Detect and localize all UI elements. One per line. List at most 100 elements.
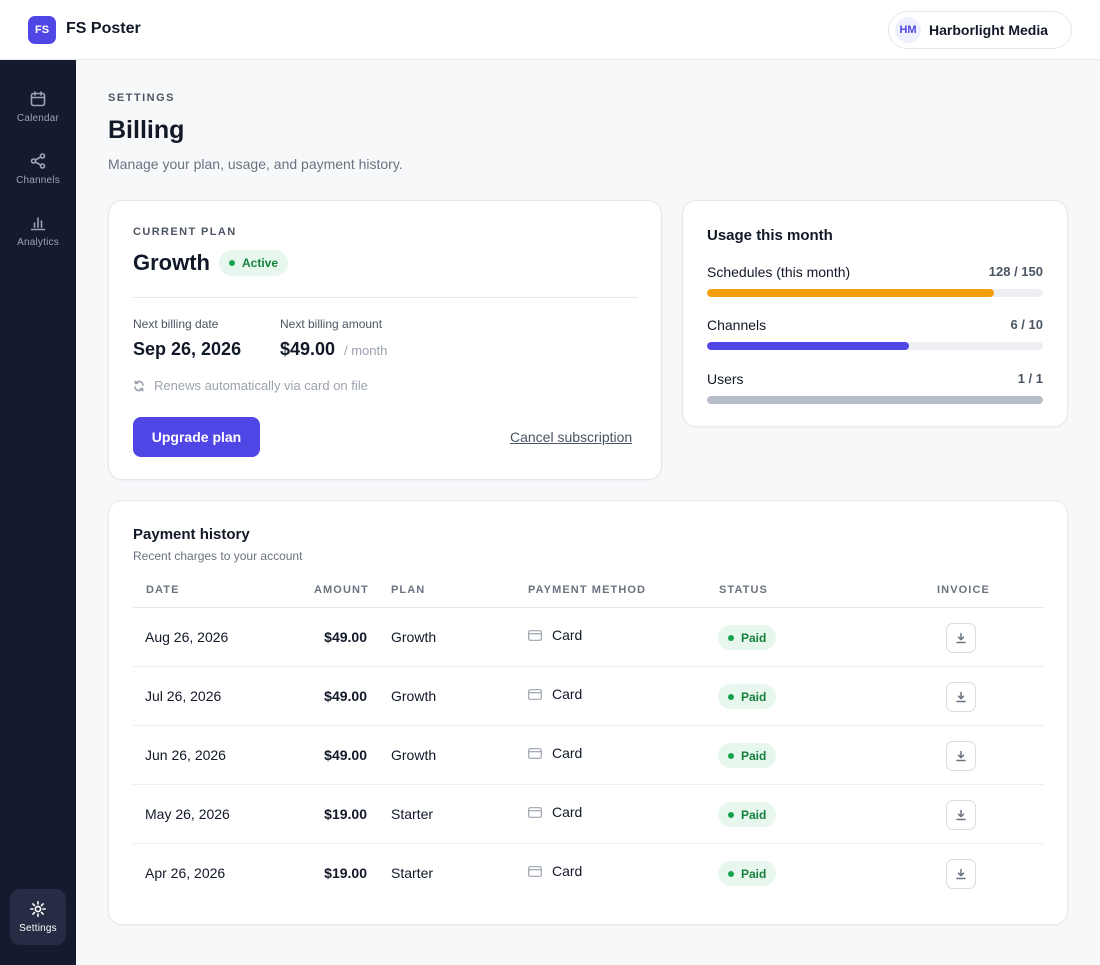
gear-icon (29, 900, 47, 918)
table-row: Apr 26, 2026 $19.00 Starter Card Paid (133, 844, 1044, 903)
usage-value: 1 / 1 (1017, 371, 1043, 386)
column-header-invoice: INVOICE (937, 584, 990, 596)
status-dot-icon (728, 634, 734, 641)
usage-label: Users (707, 371, 744, 387)
row-amount: $19.00 (324, 806, 367, 822)
sidebar: Calendar Channels Analytics (0, 60, 76, 965)
row-plan: Starter (391, 865, 434, 881)
sidebar-item-calendar[interactable]: Calendar (10, 79, 66, 135)
column-header-payment-method[interactable]: PAYMENT METHOD (528, 584, 647, 596)
usage-bar-fill (707, 289, 994, 297)
row-amount: $49.00 (324, 688, 367, 704)
status-badge-label: Paid (741, 689, 767, 704)
status-badge-label: Paid (741, 807, 767, 822)
page-title: Billing (108, 116, 185, 144)
usage-value: 128 / 150 (988, 264, 1043, 279)
download-icon (956, 750, 966, 762)
status-dot-icon (728, 811, 734, 818)
sidebar-item-analytics[interactable]: Analytics (10, 203, 66, 259)
row-amount: $19.00 (324, 865, 367, 881)
billing-period: / month (344, 343, 388, 358)
usage-bar-track (707, 396, 1043, 404)
download-icon (956, 868, 966, 880)
row-date: Aug 26, 2026 (145, 629, 229, 645)
row-method-label: Card (552, 804, 583, 820)
status-badge: Active (219, 250, 289, 276)
column-header-amount[interactable]: AMOUNT (314, 584, 369, 596)
row-date: Apr 26, 2026 (145, 865, 226, 881)
table-row: Aug 26, 2026 $49.00 Growth Card Paid (133, 608, 1044, 667)
app-name: FS Poster (66, 20, 141, 37)
usage-bar-fill (707, 342, 909, 350)
row-date: Jul 26, 2026 (145, 688, 222, 704)
usage-label: Schedules (this month) (707, 264, 851, 280)
app-logo[interactable]: FS (28, 16, 56, 44)
status-dot-icon (728, 752, 734, 759)
row-plan: Growth (391, 688, 437, 704)
row-payment-method: Card (528, 627, 582, 643)
column-header-date[interactable]: DATE (146, 584, 180, 596)
table-header-divider (133, 607, 1044, 608)
section-title: Payment history (133, 526, 250, 543)
avatar: HM (895, 17, 921, 43)
row-amount: $49.00 (324, 747, 367, 763)
refresh-icon (134, 380, 144, 391)
row-plan: Growth (391, 747, 437, 763)
row-method-label: Card (552, 745, 583, 761)
download-icon (956, 691, 966, 703)
current-plan-card: CURRENT PLAN Growth Active Next billing … (108, 200, 662, 480)
sidebar-item-channels[interactable]: Channels (10, 141, 66, 197)
row-plan: Starter (391, 806, 434, 822)
usage-bar-fill (707, 396, 1043, 404)
status-badge-label: Paid (741, 630, 767, 645)
next-billing-amount-label: Next billing amount (280, 317, 383, 331)
credit-card-icon (528, 806, 542, 818)
row-method-label: Card (552, 686, 583, 702)
status-badge: Paid (718, 861, 777, 886)
breadcrumb: SETTINGS (108, 92, 176, 104)
usage-bar-track (707, 289, 1043, 297)
download-invoice-button[interactable] (946, 859, 976, 889)
row-method-label: Card (552, 863, 583, 879)
table-row: Jul 26, 2026 $49.00 Growth Card Paid (133, 667, 1044, 726)
payment-history-card: Payment history Recent charges to your a… (108, 500, 1068, 925)
sidebar-item-label: Analytics (17, 237, 59, 248)
status-dot-icon (229, 260, 235, 266)
status-badge-label: Paid (741, 748, 767, 763)
download-icon (956, 809, 966, 821)
column-header-status[interactable]: STATUS (719, 584, 768, 596)
download-invoice-button[interactable] (946, 682, 976, 712)
download-invoice-button[interactable] (946, 623, 976, 653)
bar-chart-icon (30, 217, 46, 231)
cancel-subscription-link[interactable]: Cancel subscription (510, 429, 633, 445)
status-badge-label: Paid (741, 866, 767, 881)
usage-label: Channels (707, 317, 767, 333)
share-icon (30, 153, 46, 169)
row-payment-method: Card (528, 804, 582, 820)
row-payment-method: Card (528, 863, 582, 879)
section-subtitle: Recent charges to your account (133, 549, 303, 563)
status-badge: Paid (718, 802, 777, 827)
sidebar-item-settings[interactable]: Settings (10, 889, 66, 945)
sidebar-item-label: Settings (19, 923, 57, 934)
row-payment-method: Card (528, 686, 582, 702)
upgrade-plan-button[interactable]: Upgrade plan (133, 417, 260, 457)
status-badge: Paid (718, 684, 777, 709)
download-invoice-button[interactable] (946, 741, 976, 771)
credit-card-icon (528, 865, 542, 877)
credit-card-icon (528, 629, 542, 641)
next-billing-date-label: Next billing date (133, 317, 219, 331)
top-bar: FS FS Poster HM Harborlight Media (0, 0, 1100, 60)
plan-eyebrow: CURRENT PLAN (133, 226, 237, 238)
column-header-plan[interactable]: PLAN (391, 584, 426, 596)
status-dot-icon (728, 870, 734, 877)
workspace-name: Harborlight Media (929, 22, 1049, 38)
workspace-switcher[interactable]: HM Harborlight Media (888, 11, 1072, 49)
sidebar-item-label: Channels (16, 175, 60, 186)
row-amount: $49.00 (324, 629, 367, 645)
next-billing-amount: $49.00 (280, 339, 336, 359)
status-badge: Paid (718, 743, 777, 768)
download-invoice-button[interactable] (946, 800, 976, 830)
plan-name: Growth (133, 250, 210, 275)
status-badge: Paid (718, 625, 777, 650)
